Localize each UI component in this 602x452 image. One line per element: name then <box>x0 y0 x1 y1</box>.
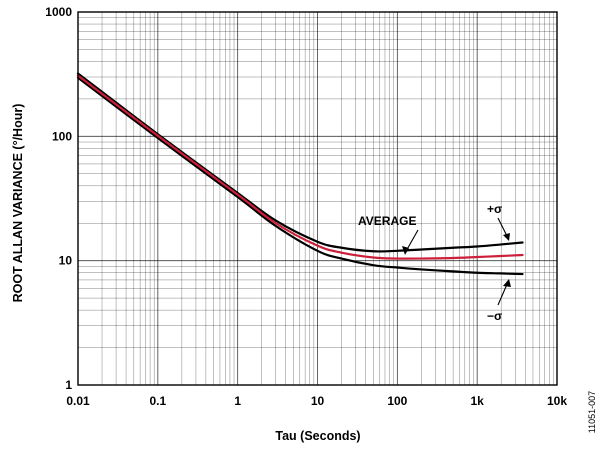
annotation-average: AVERAGE <box>358 214 416 228</box>
grid <box>77 12 557 386</box>
x-tick-labels: 0.01 0.1 1 10 100 1k 10k <box>66 394 567 408</box>
y-tick-label: 1000 <box>45 5 72 19</box>
x-axis-title: Tau (Seconds) <box>275 429 360 443</box>
y-tick-label: 1 <box>65 378 72 392</box>
y-tick-label: 10 <box>59 254 73 268</box>
x-tick-label: 10 <box>311 394 325 408</box>
x-tick-label: 1 <box>234 394 241 408</box>
y-axis-title: ROOT ALLAN VARIANCE (°/Hour) <box>11 104 25 303</box>
x-tick-label: 100 <box>387 394 407 408</box>
x-tick-label: 1k <box>470 394 484 408</box>
plus-sigma-leader-arrow <box>503 233 510 241</box>
x-tick-label: 10k <box>547 394 567 408</box>
series-line-average <box>76 74 524 260</box>
minus-sigma-leader-arrow <box>503 279 511 287</box>
x-tick-label: 0.1 <box>149 394 166 408</box>
annotation-plus-sigma: +σ <box>487 202 502 216</box>
series-line-plus-sigma <box>76 72 524 253</box>
y-tick-labels: 1 10 100 1000 <box>45 5 72 392</box>
annotation-minus-sigma: −σ <box>487 309 502 323</box>
plot-frame <box>77 11 558 386</box>
series-line-minus-sigma <box>76 76 524 276</box>
figure-id: 11051-007 <box>587 391 597 433</box>
average-leader-arrow <box>402 246 409 255</box>
y-tick-label: 100 <box>52 129 72 143</box>
annotations: AVERAGE +σ −σ <box>358 202 511 323</box>
series-lines <box>76 72 524 276</box>
x-tick-label: 0.01 <box>66 394 90 408</box>
